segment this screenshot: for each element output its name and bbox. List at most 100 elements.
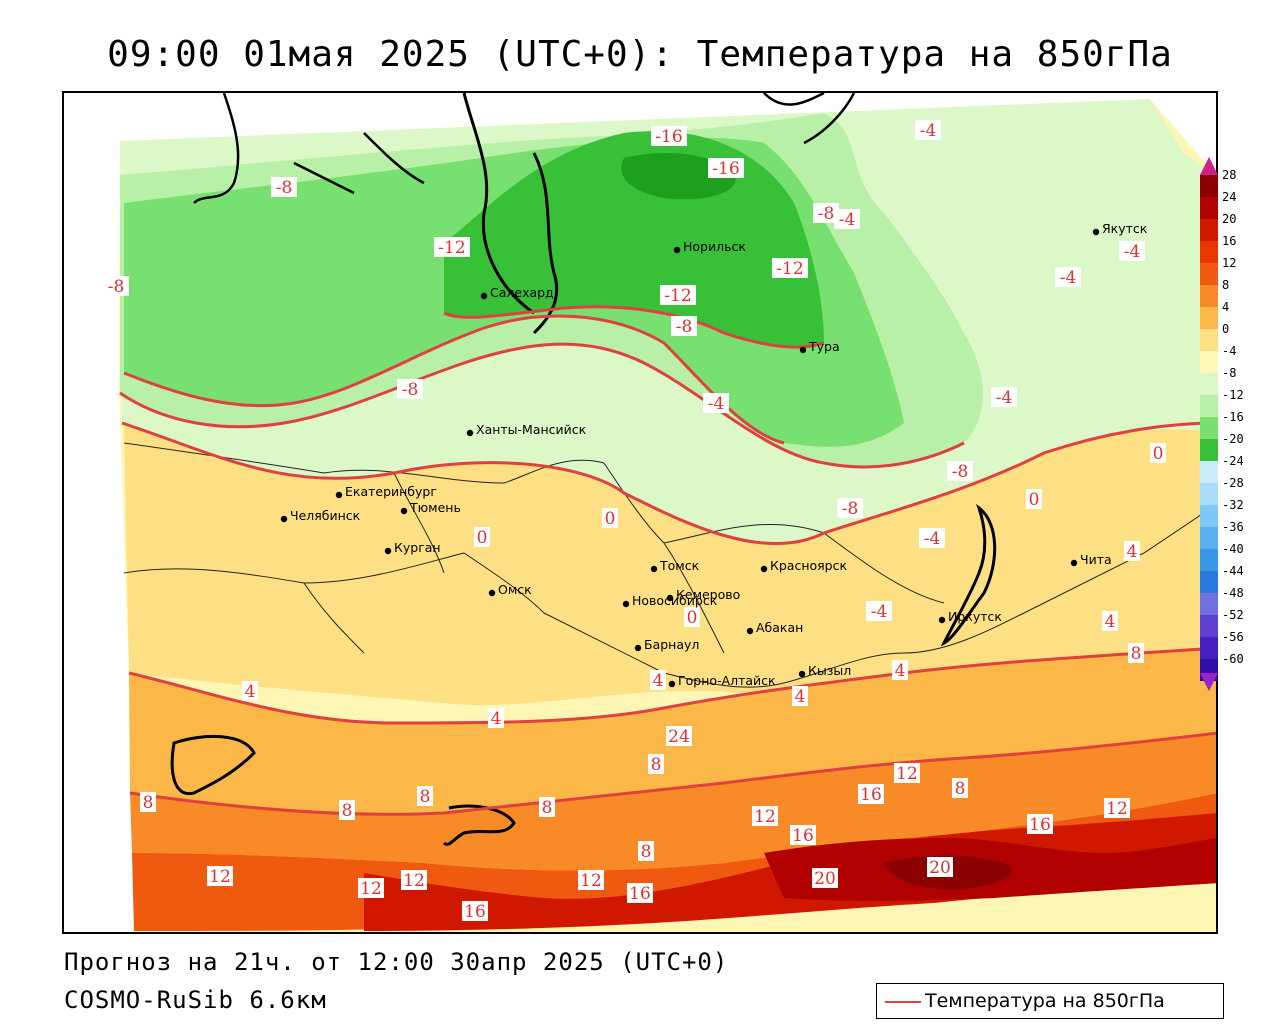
colorbar-tick-label: -48 <box>1222 586 1244 600</box>
svg-text:-8: -8 <box>952 462 969 482</box>
svg-text:20: 20 <box>814 869 836 889</box>
contour-label: 4 <box>242 681 258 702</box>
city-marker[interactable] <box>622 600 630 608</box>
city-label: Курган <box>394 540 441 555</box>
colorbar-tick-label: -8 <box>1222 366 1236 380</box>
legend-label: Температура на 850гПа <box>925 990 1165 1012</box>
svg-text:16: 16 <box>629 884 651 904</box>
colorbar-cell <box>1200 593 1218 615</box>
svg-text:-16: -16 <box>712 159 739 179</box>
svg-text:4: 4 <box>491 709 502 729</box>
city-marker[interactable] <box>384 547 392 555</box>
contour-label: -8 <box>103 276 129 297</box>
colorbar-tick-label: 24 <box>1222 190 1236 204</box>
city-marker[interactable] <box>634 644 642 652</box>
contour-label: -12 <box>772 258 808 279</box>
contour-label: -4 <box>1055 267 1081 288</box>
colorbar-tick-label: -56 <box>1222 630 1244 644</box>
colorbar-top-arrow <box>1200 157 1218 175</box>
city-marker[interactable] <box>280 515 288 523</box>
city-marker[interactable] <box>746 627 754 635</box>
contour-label: 20 <box>927 857 953 878</box>
svg-text:16: 16 <box>1029 815 1051 835</box>
city-marker[interactable] <box>1070 559 1078 567</box>
contour-label: -8 <box>671 316 697 337</box>
svg-text:0: 0 <box>1153 444 1164 464</box>
city-marker[interactable] <box>650 565 658 573</box>
city-marker[interactable] <box>400 507 408 515</box>
contour-label: 8 <box>1128 643 1144 664</box>
city-marker[interactable] <box>488 589 496 597</box>
city-marker[interactable] <box>938 616 946 624</box>
city-marker[interactable] <box>673 246 681 254</box>
svg-text:0: 0 <box>1029 490 1040 510</box>
city-label: Кемерово <box>676 587 740 602</box>
colorbar-cell <box>1200 395 1218 417</box>
colorbar-cell <box>1200 175 1218 197</box>
svg-text:12: 12 <box>580 871 602 891</box>
city-marker[interactable] <box>760 565 768 573</box>
legend-line-swatch <box>885 1001 921 1003</box>
city-label: Ханты-Мансийск <box>476 422 587 437</box>
svg-text:12: 12 <box>754 807 776 827</box>
colorbar-cell <box>1200 263 1218 285</box>
colorbar-cell <box>1200 505 1218 527</box>
svg-text:4: 4 <box>895 661 906 681</box>
colorbar-cell <box>1200 549 1218 571</box>
city-label: Салехард <box>490 285 554 300</box>
city-marker[interactable] <box>799 346 807 354</box>
contour-label: 24 <box>666 726 692 747</box>
svg-text:4: 4 <box>1127 542 1138 562</box>
zone-minus20-minus16 <box>621 153 736 200</box>
city-marker[interactable] <box>335 491 343 499</box>
svg-text:-12: -12 <box>438 238 465 258</box>
city-marker[interactable] <box>1092 228 1100 236</box>
city-marker[interactable] <box>480 292 488 300</box>
contour-label: -4 <box>991 387 1017 408</box>
svg-text:8: 8 <box>955 779 966 799</box>
colorbar-tick-label: 0 <box>1222 322 1229 336</box>
colorbar-cell <box>1200 197 1218 219</box>
city-label: Барнаул <box>644 637 699 652</box>
city-layer: Якутск Норильск Салехард Тура Ханты-Мансийск… <box>280 221 1148 688</box>
svg-text:16: 16 <box>860 785 882 805</box>
contour-label: -8 <box>397 379 423 400</box>
colorbar-cell <box>1200 307 1218 329</box>
contour-label: -12 <box>660 285 696 306</box>
city-label: Горно-Алтайск <box>678 673 776 688</box>
svg-text:0: 0 <box>477 528 488 548</box>
temperature-map[interactable]: -16 -16 -8 -4 -8 -12 -8 -12 -12 -8 -8 -4 -4 -4 -4 -4 -4-… <box>62 91 1218 934</box>
svg-text:4: 4 <box>245 682 256 702</box>
svg-text:-8: -8 <box>108 277 125 297</box>
city-label: Тюмень <box>409 500 461 515</box>
svg-text:-4: -4 <box>1060 268 1077 288</box>
contour-label: -8 <box>947 461 973 482</box>
colorbar-tick-label: 20 <box>1222 212 1236 226</box>
colorbar-cell <box>1200 527 1218 549</box>
svg-text:-8: -8 <box>842 499 859 519</box>
svg-text:4: 4 <box>795 687 806 707</box>
colorbar-tick-label: -16 <box>1222 410 1244 424</box>
svg-text:12: 12 <box>1106 799 1128 819</box>
contour-label: 8 <box>339 800 355 821</box>
colorbar-tick-label: 8 <box>1222 278 1229 292</box>
city-marker[interactable] <box>798 670 806 678</box>
svg-text:0: 0 <box>605 509 616 529</box>
contour-label: 8 <box>539 797 555 818</box>
city-marker[interactable] <box>668 680 676 688</box>
city-marker[interactable] <box>666 594 674 602</box>
isotherm-minus8 <box>123 314 785 445</box>
contour-label: 0 <box>474 527 490 548</box>
colorbar-cell <box>1200 241 1218 263</box>
svg-text:-4: -4 <box>1124 242 1141 262</box>
colorbar-cell <box>1200 373 1218 395</box>
admin-borders <box>123 442 1216 688</box>
coastline-north <box>193 93 856 204</box>
svg-text:8: 8 <box>143 793 154 813</box>
contour-label: -16 <box>651 126 687 147</box>
contour-label: 12 <box>752 806 778 827</box>
city-marker[interactable] <box>466 429 474 437</box>
contour-label: 16 <box>858 784 884 805</box>
contour-label: 0 <box>602 508 618 529</box>
isotherm-8 <box>129 731 1216 816</box>
